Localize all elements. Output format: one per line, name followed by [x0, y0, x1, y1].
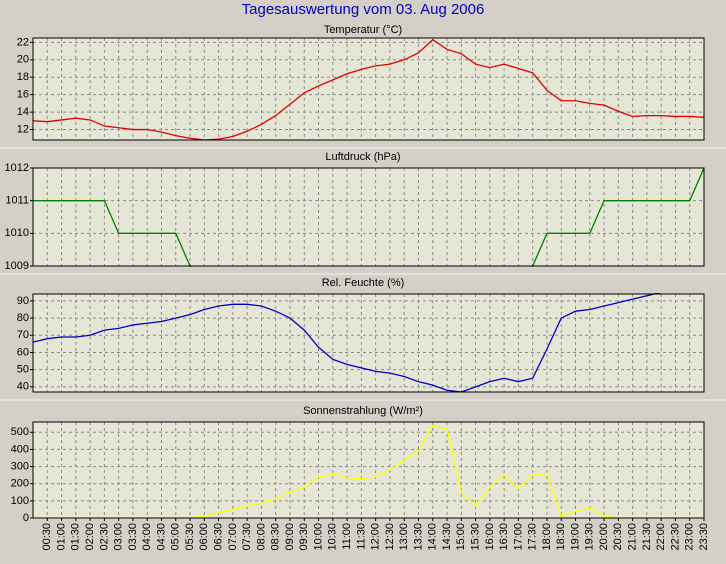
x-tick-label: 18:00	[541, 523, 553, 551]
y-tick-label: 1010	[5, 227, 29, 239]
y-tick-label: 12	[17, 123, 29, 135]
x-tick-label: 09:00	[284, 523, 296, 551]
y-tick-label: 0	[23, 512, 29, 524]
panel-title: Rel. Feuchte (%)	[322, 277, 405, 289]
x-tick-label: 20:00	[598, 523, 610, 551]
y-tick-label: 70	[17, 329, 29, 341]
x-tick-label: 13:30	[412, 523, 424, 551]
x-tick-label: 11:00	[341, 523, 353, 550]
y-tick-label: 90	[17, 295, 29, 307]
y-tick-label: 1011	[5, 195, 29, 207]
x-tick-label: 16:00	[484, 523, 496, 551]
y-tick-label: 22	[17, 36, 29, 48]
plot-area	[32, 293, 705, 393]
x-tick-label: 21:00	[627, 523, 639, 551]
x-tick-label: 03:30	[127, 523, 139, 551]
y-tick-label: 100	[11, 495, 29, 507]
x-tick-label: 02:30	[98, 523, 110, 551]
x-tick-label: 19:30	[584, 523, 596, 551]
x-tick-label: 02:00	[84, 523, 96, 551]
x-tick-label: 08:00	[255, 523, 267, 551]
y-tick-label: 14	[17, 106, 29, 118]
x-tick-label: 14:00	[427, 523, 439, 551]
x-tick-label: 08:30	[270, 523, 282, 551]
plot-frame	[32, 167, 705, 267]
x-tick-label: 09:30	[298, 523, 310, 551]
x-tick-label: 23:00	[684, 523, 696, 551]
x-tick-label: 06:30	[213, 523, 225, 551]
x-tick-label: 00:30	[41, 523, 53, 551]
y-tick-label: 1009	[5, 260, 29, 272]
y-tick-label: 1012	[5, 162, 29, 174]
x-tick-label: 22:00	[655, 523, 667, 551]
x-tick-label: 21:30	[641, 523, 653, 551]
y-tick-label: 500	[11, 426, 29, 438]
x-tick-label: 22:30	[669, 523, 681, 551]
y-tick-label: 16	[17, 89, 29, 101]
x-tick-label: 14:30	[441, 523, 453, 551]
x-tick-label: 12:00	[370, 523, 382, 551]
series-line	[33, 293, 661, 393]
x-tick-label: 07:00	[227, 523, 239, 551]
x-tick-label: 01:30	[70, 523, 82, 551]
x-tick-label: 04:30	[155, 523, 167, 551]
x-tick-label: 15:30	[469, 523, 481, 551]
plot-frame	[32, 37, 705, 141]
y-tick-label: 300	[11, 460, 29, 472]
x-tick-label: 23:30	[698, 523, 710, 551]
x-tick-label: 20:30	[612, 523, 624, 551]
y-tick-label: 80	[17, 312, 29, 324]
plot-area	[32, 421, 705, 519]
x-tick-label: 05:00	[170, 523, 182, 551]
x-tick-label: 18:30	[555, 523, 567, 551]
x-tick-label: 03:00	[113, 523, 125, 551]
series-line	[33, 38, 704, 141]
panel-title: Temperatur (°C)	[324, 24, 402, 36]
y-tick-label: 40	[17, 381, 29, 393]
y-tick-label: 20	[17, 54, 29, 66]
x-tick-label: 04:00	[141, 523, 153, 551]
x-tick-label: 05:30	[184, 523, 196, 551]
x-tick-label: 19:00	[569, 523, 581, 551]
x-tick-label: 01:00	[55, 523, 67, 551]
y-tick-label: 18	[17, 71, 29, 83]
x-tick-label: 07:30	[241, 523, 253, 551]
panel-title: Luftdruck (hPa)	[325, 151, 400, 163]
series-line	[33, 167, 704, 267]
y-tick-label: 60	[17, 346, 29, 358]
plot-frame	[32, 293, 705, 393]
plot-area	[32, 37, 705, 141]
x-tick-label: 06:00	[198, 523, 210, 551]
y-tick-label: 200	[11, 478, 29, 490]
plot-area	[32, 167, 705, 267]
x-tick-label: 15:00	[455, 523, 467, 551]
x-tick-label: 11:30	[355, 523, 367, 550]
x-tick-label: 12:30	[384, 523, 396, 551]
y-tick-label: 50	[17, 364, 29, 376]
x-tick-label: 10:30	[327, 523, 339, 551]
x-tick-label: 13:00	[398, 523, 410, 551]
plot-frame	[32, 421, 705, 519]
x-tick-label: 17:00	[512, 523, 524, 551]
page-title: Tagesauswertung vom 03. Aug 2006	[242, 1, 485, 18]
x-tick-label: 10:00	[312, 523, 324, 551]
panel-title: Sonnenstrahlung (W/m²)	[303, 405, 423, 417]
x-tick-label: 16:30	[498, 523, 510, 551]
y-tick-label: 400	[11, 443, 29, 455]
x-tick-label: 17:30	[527, 523, 539, 551]
